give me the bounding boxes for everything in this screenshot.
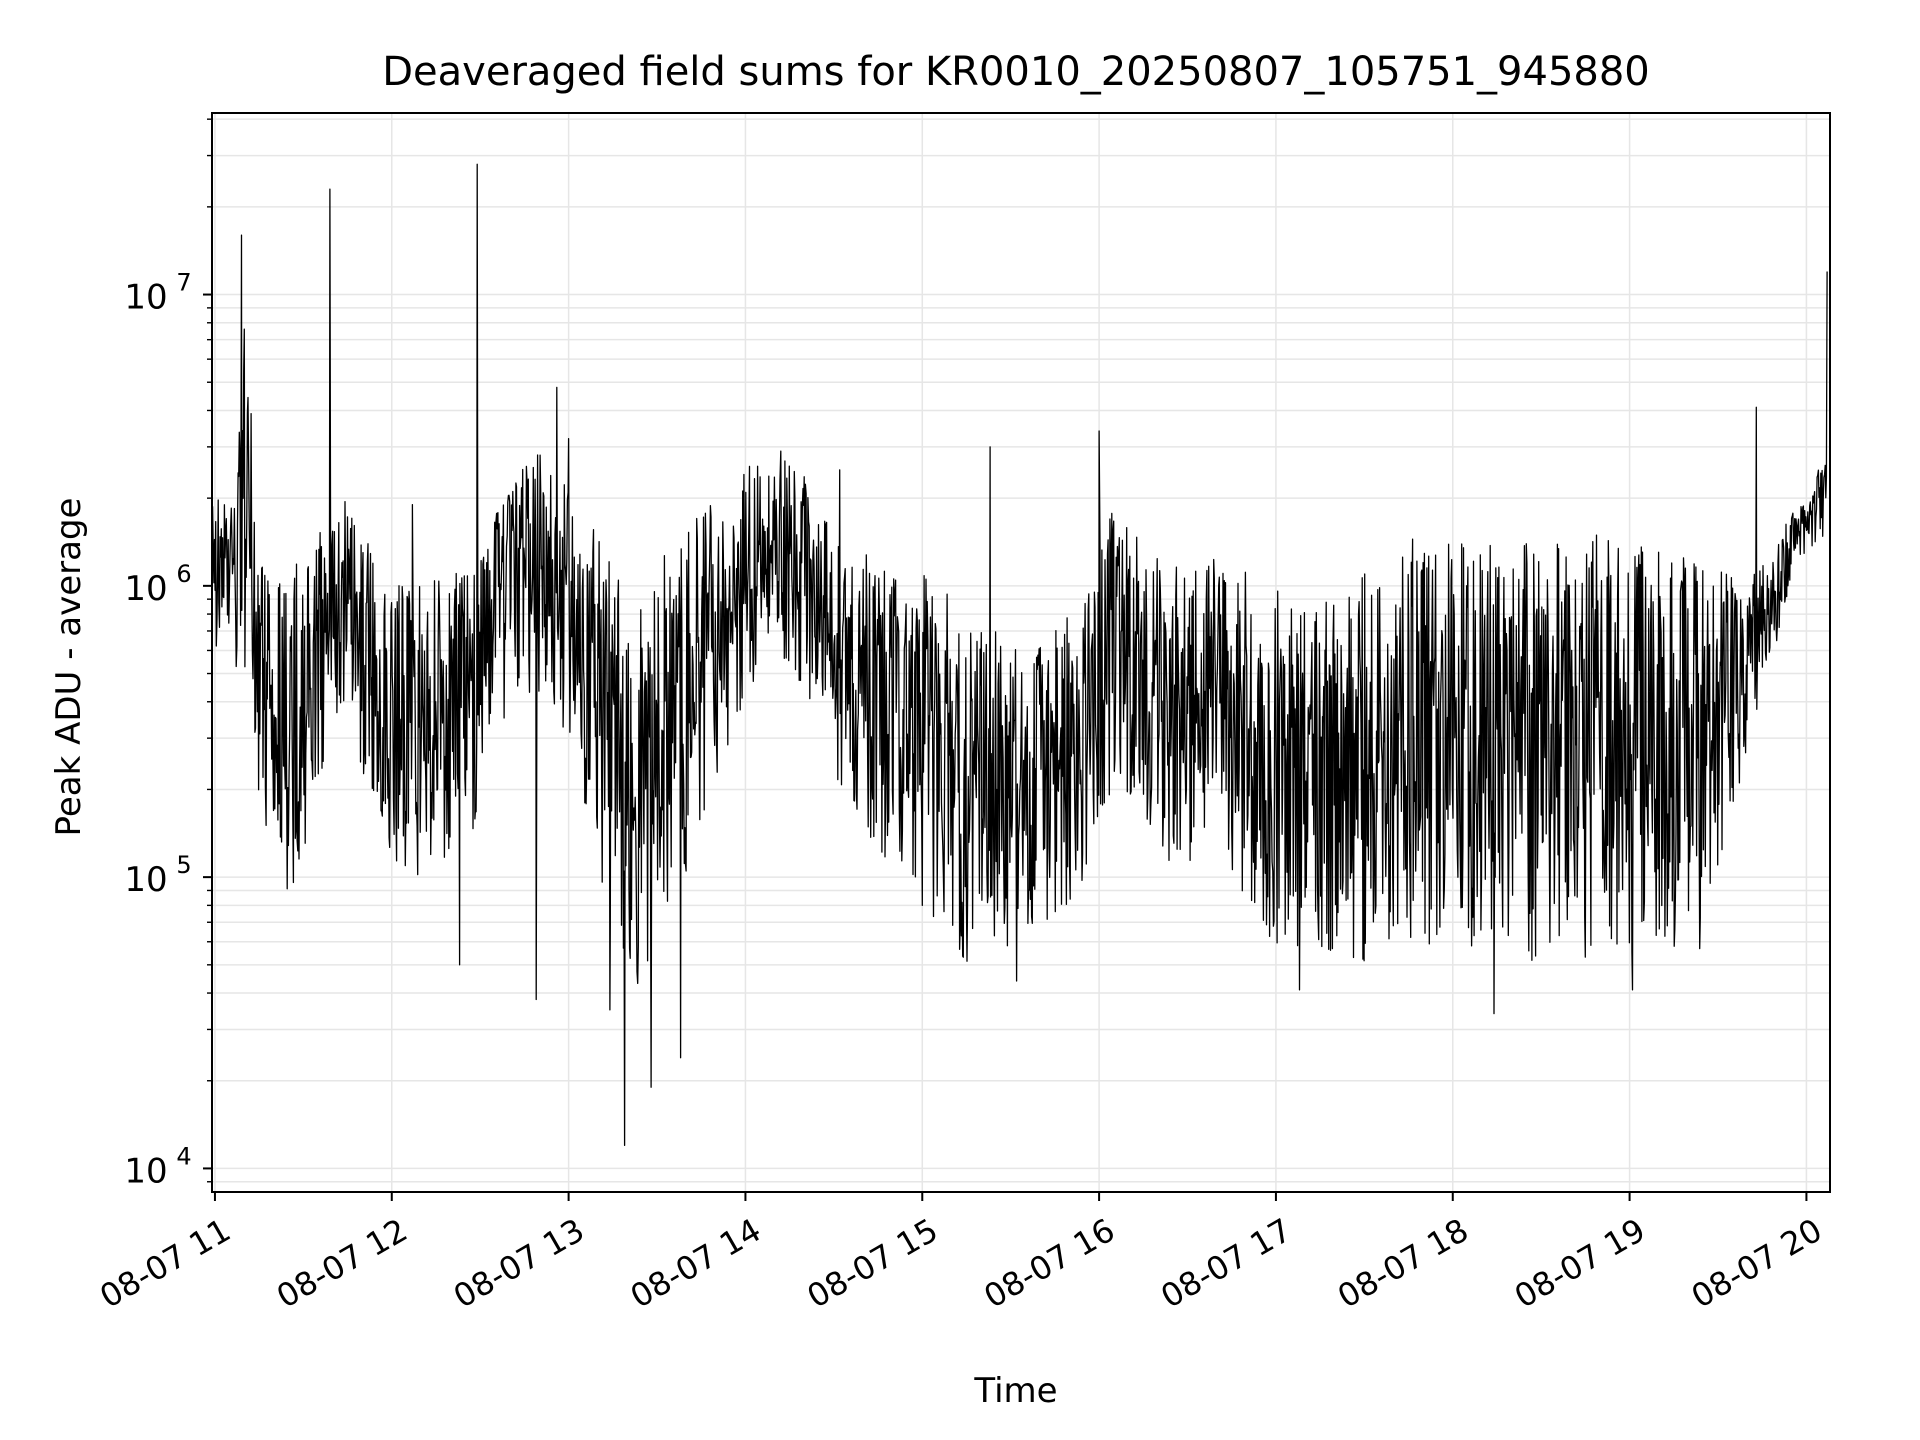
y-tick-exponent: 7 [176,269,191,297]
series-line [211,163,1828,1147]
series-layer [211,163,1828,1147]
y-tick-label: 10 [124,860,167,900]
y-tick-label: 10 [124,1151,167,1191]
plot-frame [211,112,1831,1193]
y-tick-label: 10 [124,569,167,609]
chart-title: Deaveraged field sums for KR0010_2025080… [382,49,1650,95]
y-tick-label: 10 [124,278,167,318]
y-tick-exponent: 6 [176,560,191,588]
y-tick-exponent: 5 [176,851,191,879]
x-axis-label: Time [973,1371,1057,1411]
y-axis-label: Peak ADU - average [49,498,89,837]
y-tick-exponent: 4 [176,1142,191,1170]
grid [212,113,1830,1192]
